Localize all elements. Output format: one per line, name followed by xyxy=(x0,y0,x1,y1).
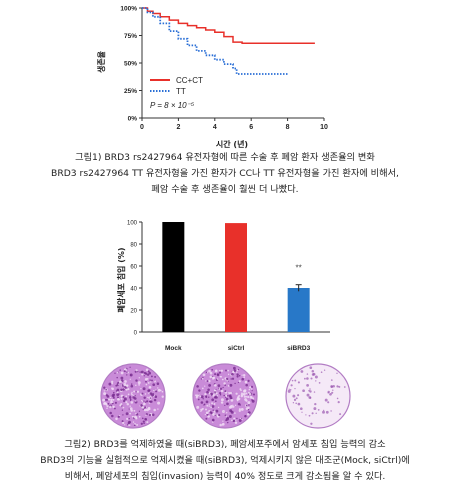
survival-x-tick-label: 6 xyxy=(249,124,253,131)
bar-y-tick-label: 20 xyxy=(130,309,137,315)
figure2-caption-line: 그림2) BRD3를 억제하였을 때(siBRD3), 폐암세포주에서 암세포 … xyxy=(64,439,386,450)
bar-mock xyxy=(162,222,185,332)
survival-ylabel: 생존율 xyxy=(96,50,106,73)
survival-y-tick-label: 100% xyxy=(120,6,137,13)
survival-x-tick-label: 2 xyxy=(176,124,180,131)
survival-series-line-ccct xyxy=(142,7,315,44)
survival-legend: CC+CT TT xyxy=(150,76,203,96)
bar-y-tick-label: 80 xyxy=(130,243,137,249)
survival-y-tick-label: 50% xyxy=(124,61,137,68)
survival-x-tick-label: 8 xyxy=(286,124,290,131)
survival-y-tick-label: 25% xyxy=(124,88,137,95)
survival-x-tick-label: 4 xyxy=(213,124,217,131)
invasion-assay-images xyxy=(100,363,351,429)
bar-sibrd3 xyxy=(287,288,310,332)
survival-chart: 0 2 4 6 8 100%25%50%75%100% CC+CT TT P = 8 × … xyxy=(96,6,328,150)
bar-category-label: siCtrl xyxy=(228,345,245,352)
bar-y-tick-label: 40 xyxy=(130,287,137,293)
figure2-caption-line: BRD3의 기능을 실험적으로 억제시켰을 때(siBRD3), 억제시키지 않… xyxy=(40,455,410,466)
survival-y-tick-label: 0% xyxy=(128,116,138,123)
survival-x-tick-label: 0 xyxy=(140,124,144,131)
p-value-annotation: P = 8 × 10⁻⁵ xyxy=(150,101,195,110)
figure1-caption-line: 폐암 수술 후 생존율이 훨씬 더 나빴다. xyxy=(151,184,299,195)
well-image-sibrd3 xyxy=(285,363,351,429)
figure2-caption-line: 비해서, 폐암세포의 침입(invasion) 능력이 40% 정도로 크게 감… xyxy=(64,471,386,482)
bar-category-label: siBRD3 xyxy=(287,345,311,352)
invasion-ylabel: 폐암세포 침입 (%) xyxy=(116,247,126,312)
invasion-bar-chart: 0 20 40 60 80 100 Mock siCtrl siBRD3 ** 폐암세포 침입 … xyxy=(116,221,330,352)
bar-category-label: Mock xyxy=(165,345,182,352)
figure1-caption-line: 그림1) BRD3 rs2427964 유전자형에 따른 수술 후 폐암 환자 … xyxy=(75,152,375,163)
survival-x-tick-label: 10 xyxy=(320,124,328,131)
bar-sictrl xyxy=(225,223,247,332)
legend-label-ccct: CC+CT xyxy=(176,76,203,85)
survival-y-tick-label: 75% xyxy=(124,33,137,40)
well-image-mock xyxy=(100,363,166,429)
well-image-sictrl xyxy=(192,363,258,429)
bar-y-tick-label: 60 xyxy=(130,265,137,271)
survival-xlabel: 시간 (년) xyxy=(216,139,248,149)
figure1-caption-line: BRD3 rs2427964 TT 유전자형을 가진 환자가 CC나 TT 유전… xyxy=(51,168,399,179)
bar-y-tick-label: 100 xyxy=(127,221,138,227)
figure1-caption: 그림1) BRD3 rs2427964 유전자형에 따른 수술 후 폐암 환자 … xyxy=(0,150,450,198)
legend-label-tt: TT xyxy=(176,87,186,96)
survival-series-line-tt xyxy=(142,7,288,75)
significance-mark: ** xyxy=(296,264,302,273)
figure2-caption: 그림2) BRD3를 억제하였을 때(siBRD3), 폐암세포주에서 암세포 … xyxy=(0,437,450,485)
bar-y-tick-label: 0 xyxy=(134,331,138,337)
